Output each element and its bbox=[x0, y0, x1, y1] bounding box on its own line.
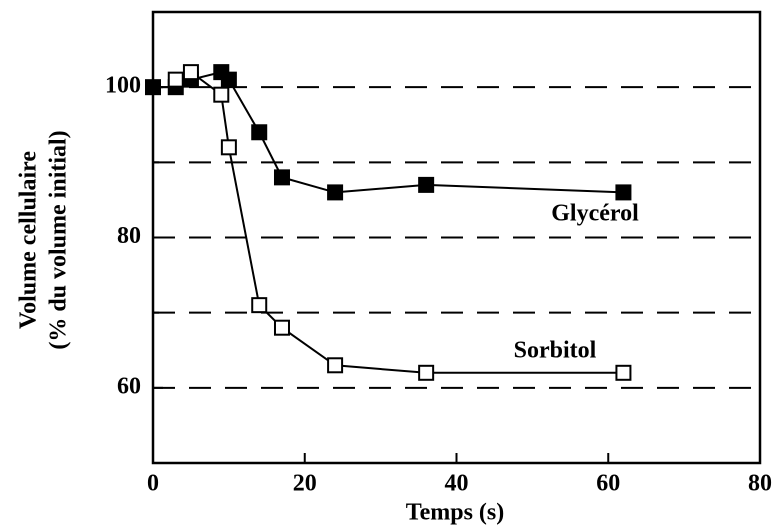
data-point bbox=[273, 319, 290, 336]
y-tick-label: 60 bbox=[117, 373, 141, 399]
data-point bbox=[327, 357, 344, 374]
data-point bbox=[327, 184, 344, 201]
y-axis-label: (% du volume initial) bbox=[46, 130, 72, 349]
x-tick-label: 80 bbox=[748, 471, 772, 497]
series-label: Sorbitol bbox=[514, 338, 597, 364]
y-tick-label: 80 bbox=[117, 223, 141, 249]
data-point bbox=[615, 364, 632, 381]
data-point bbox=[251, 297, 268, 314]
series-label: Glycérol bbox=[551, 201, 639, 227]
data-point bbox=[615, 184, 632, 201]
x-tick-label: 40 bbox=[445, 471, 469, 497]
plot-frame bbox=[151, 10, 762, 465]
data-point bbox=[220, 71, 237, 88]
x-tick-label: 60 bbox=[596, 471, 620, 497]
y-tick-label: 100 bbox=[105, 73, 141, 99]
data-point bbox=[418, 364, 435, 381]
data-point bbox=[251, 124, 268, 141]
x-axis-label: Temps (s) bbox=[406, 500, 504, 526]
x-tick-label: 20 bbox=[293, 471, 317, 497]
data-point bbox=[167, 71, 184, 88]
data-point bbox=[273, 169, 290, 186]
data-point bbox=[213, 86, 230, 103]
data-point bbox=[145, 79, 161, 96]
data-point bbox=[220, 139, 237, 156]
data-point bbox=[418, 176, 435, 193]
x-tick-label: 0 bbox=[147, 471, 159, 497]
y-axis-label: Volume cellulaire bbox=[16, 151, 42, 329]
data-point bbox=[182, 64, 199, 81]
